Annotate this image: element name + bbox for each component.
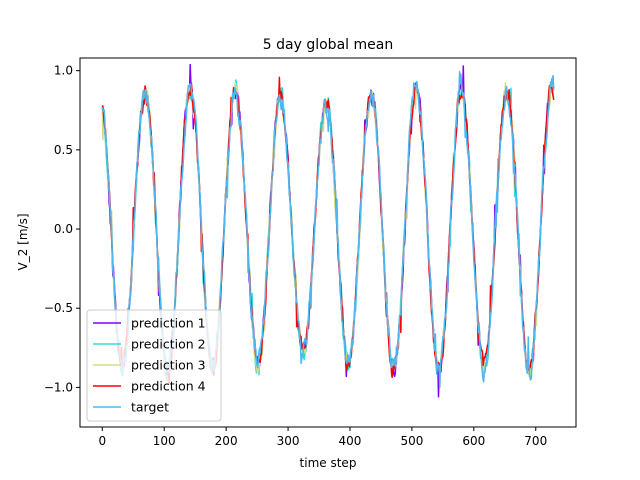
- x-tick-label: 100: [153, 434, 176, 448]
- y-tick-label: −0.5: [44, 301, 73, 315]
- x-axis: 0 100 200 300 400 500 600 700: [98, 427, 547, 448]
- legend: prediction 1 prediction 2 prediction 3 pred…: [86, 309, 222, 422]
- x-axis-label: time step: [300, 456, 357, 470]
- x-tick-label: 0: [98, 434, 106, 448]
- legend-label: prediction 2: [131, 337, 206, 352]
- x-tick-label: 300: [277, 434, 300, 448]
- x-tick-label: 200: [215, 434, 238, 448]
- x-tick-label: 400: [339, 434, 362, 448]
- y-tick-label: 0.0: [54, 222, 73, 236]
- legend-label: prediction 1: [131, 316, 206, 331]
- y-axis: −1.0 −0.5 0.0 0.5 1.0: [44, 64, 80, 394]
- y-tick-label: −1.0: [44, 380, 73, 394]
- y-tick-label: 0.5: [54, 143, 73, 157]
- y-axis-label: V_2 [m/s]: [16, 213, 30, 270]
- legend-label: prediction 3: [131, 358, 206, 373]
- legend-label: target: [131, 400, 169, 415]
- series-line-5: [101, 71, 555, 388]
- y-tick-label: 1.0: [54, 64, 73, 78]
- legend-box: [86, 309, 222, 422]
- chart-title: 5 day global mean: [263, 37, 393, 53]
- x-tick-label: 500: [400, 434, 423, 448]
- series-layer: [101, 63, 555, 398]
- x-tick-label: 700: [524, 434, 547, 448]
- legend-label: prediction 4: [131, 379, 206, 394]
- plot-frame: [79, 57, 577, 428]
- x-tick-label: 600: [462, 434, 485, 448]
